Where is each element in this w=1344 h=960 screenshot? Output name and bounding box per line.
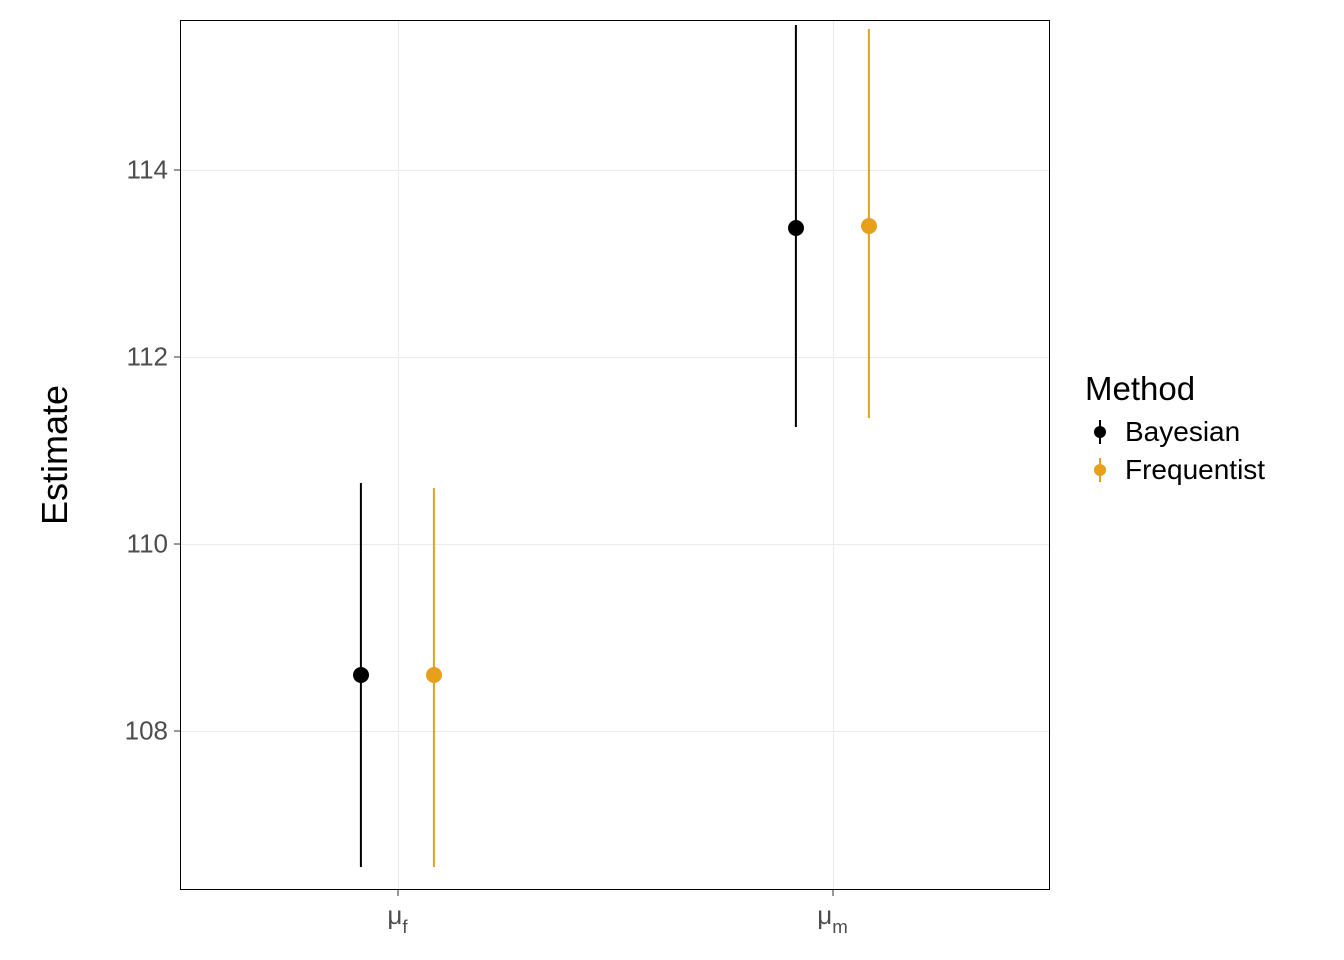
y-tick-label: 114 [127, 154, 168, 185]
plot-panel: 108110112114 μfμm [180, 20, 1050, 890]
gridline-h [180, 357, 1050, 358]
legend-title: Method [1085, 370, 1265, 408]
y-tick-mark [174, 730, 180, 731]
legend-key [1085, 455, 1115, 485]
point-marker [353, 667, 369, 683]
point-marker [788, 220, 804, 236]
x-tick-mark [832, 890, 833, 896]
x-tick-label: μf [387, 900, 407, 935]
y-tick-label: 108 [125, 715, 168, 746]
gridline-v [833, 20, 834, 890]
y-tick-label: 110 [127, 528, 168, 559]
y-tick-label: 112 [127, 341, 168, 372]
gridline-v [398, 20, 399, 890]
y-tick-mark [174, 169, 180, 170]
point-marker [426, 667, 442, 683]
legend-key [1085, 417, 1115, 447]
gridline-h [180, 170, 1050, 171]
legend-item: Bayesian [1085, 416, 1265, 448]
legend-label: Bayesian [1125, 416, 1240, 448]
y-axis-title: Estimate [34, 385, 76, 525]
gridline-h [180, 544, 1050, 545]
x-tick-label: μm [817, 900, 848, 935]
x-tick-mark [397, 890, 398, 896]
gridline-h [180, 731, 1050, 732]
y-tick-mark [174, 543, 180, 544]
legend-items: Bayesian Frequentist [1085, 416, 1265, 486]
legend-item: Frequentist [1085, 454, 1265, 486]
chart-container: { "chart": { "type": "pointrange", "plot… [0, 0, 1344, 960]
legend-label: Frequentist [1125, 454, 1265, 486]
y-tick-mark [174, 356, 180, 357]
point-marker [861, 218, 877, 234]
legend: Method Bayesian Frequentist [1085, 370, 1265, 486]
panel-background [180, 20, 1050, 890]
